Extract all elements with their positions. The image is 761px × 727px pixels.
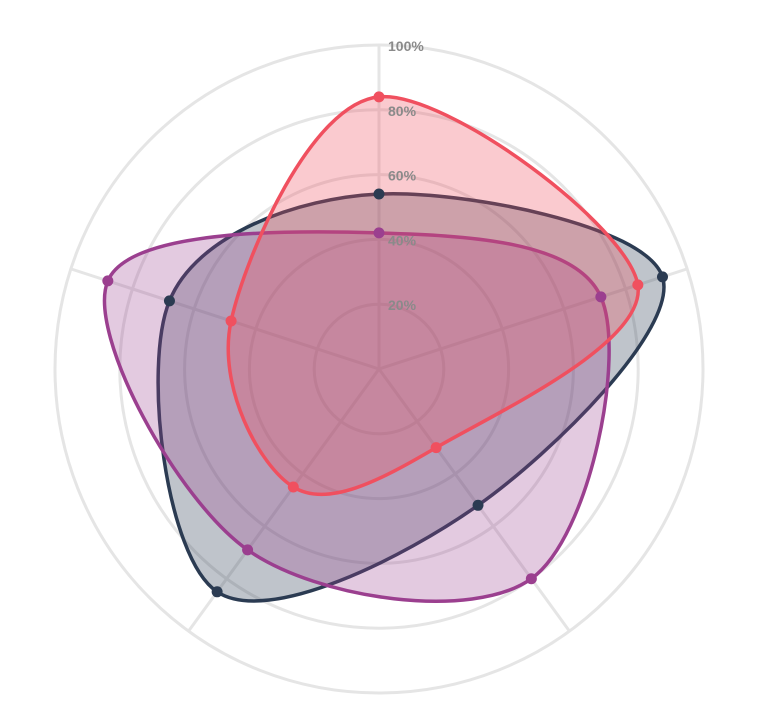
series-3-point-3 [430,442,442,454]
series-3-area [226,95,640,497]
radial-tick-label: 60% [388,168,417,184]
series-1-point-2 [656,271,668,283]
series-2-point-5 [102,275,114,287]
series-3-point-4 [287,481,299,493]
series-2-point-2 [595,291,607,303]
series-3-point-1 [373,91,385,103]
series-1-point-1 [373,188,385,200]
radial-tick-labels: 20% 40% 60% 80% 100% [388,38,424,313]
series-layer [102,95,666,603]
radar-grid [53,43,705,695]
points-layer [102,91,668,598]
radial-tick-label: 40% [388,232,417,248]
series-2-point-4 [242,544,254,556]
series-1-area [156,191,666,603]
radial-tick-label: 20% [388,297,417,313]
grid-spoke [377,368,571,633]
radial-tick-label: 100% [388,38,424,54]
grid-spoke [70,267,380,371]
radial-tick-label: 80% [388,103,417,119]
series-1-point-3 [472,499,484,511]
series-2-point-3 [525,573,537,585]
series-3-point-2 [632,279,644,291]
series-1-point-4 [211,586,223,598]
series-1-point-5 [163,295,175,307]
series-3-point-5 [225,315,237,327]
series-2-point-1 [373,227,385,239]
